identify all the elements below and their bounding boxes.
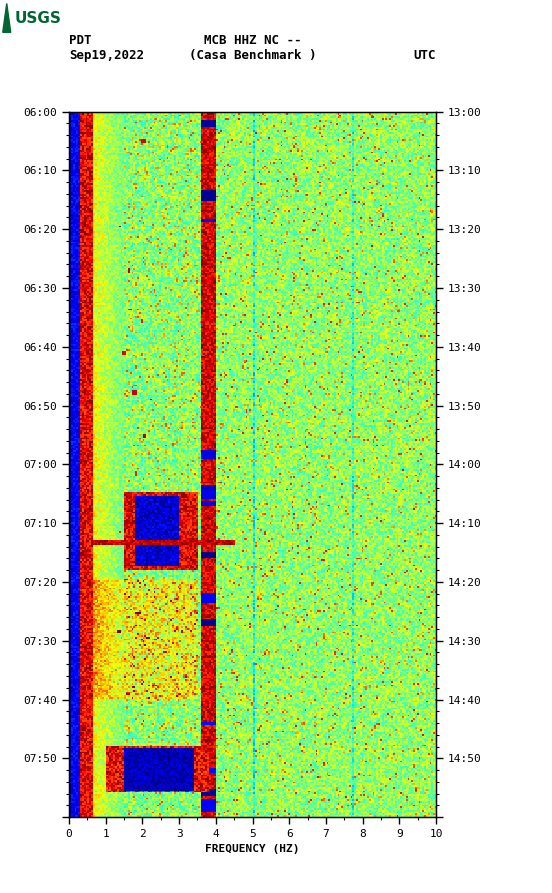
Polygon shape (3, 4, 10, 32)
Text: MCB HHZ NC --: MCB HHZ NC -- (204, 34, 301, 46)
Text: PDT: PDT (69, 34, 92, 46)
Text: UTC: UTC (413, 49, 436, 62)
Text: USGS: USGS (15, 12, 62, 26)
X-axis label: FREQUENCY (HZ): FREQUENCY (HZ) (205, 845, 300, 855)
Text: Sep19,2022: Sep19,2022 (69, 49, 144, 62)
Text: (Casa Benchmark ): (Casa Benchmark ) (189, 49, 316, 62)
